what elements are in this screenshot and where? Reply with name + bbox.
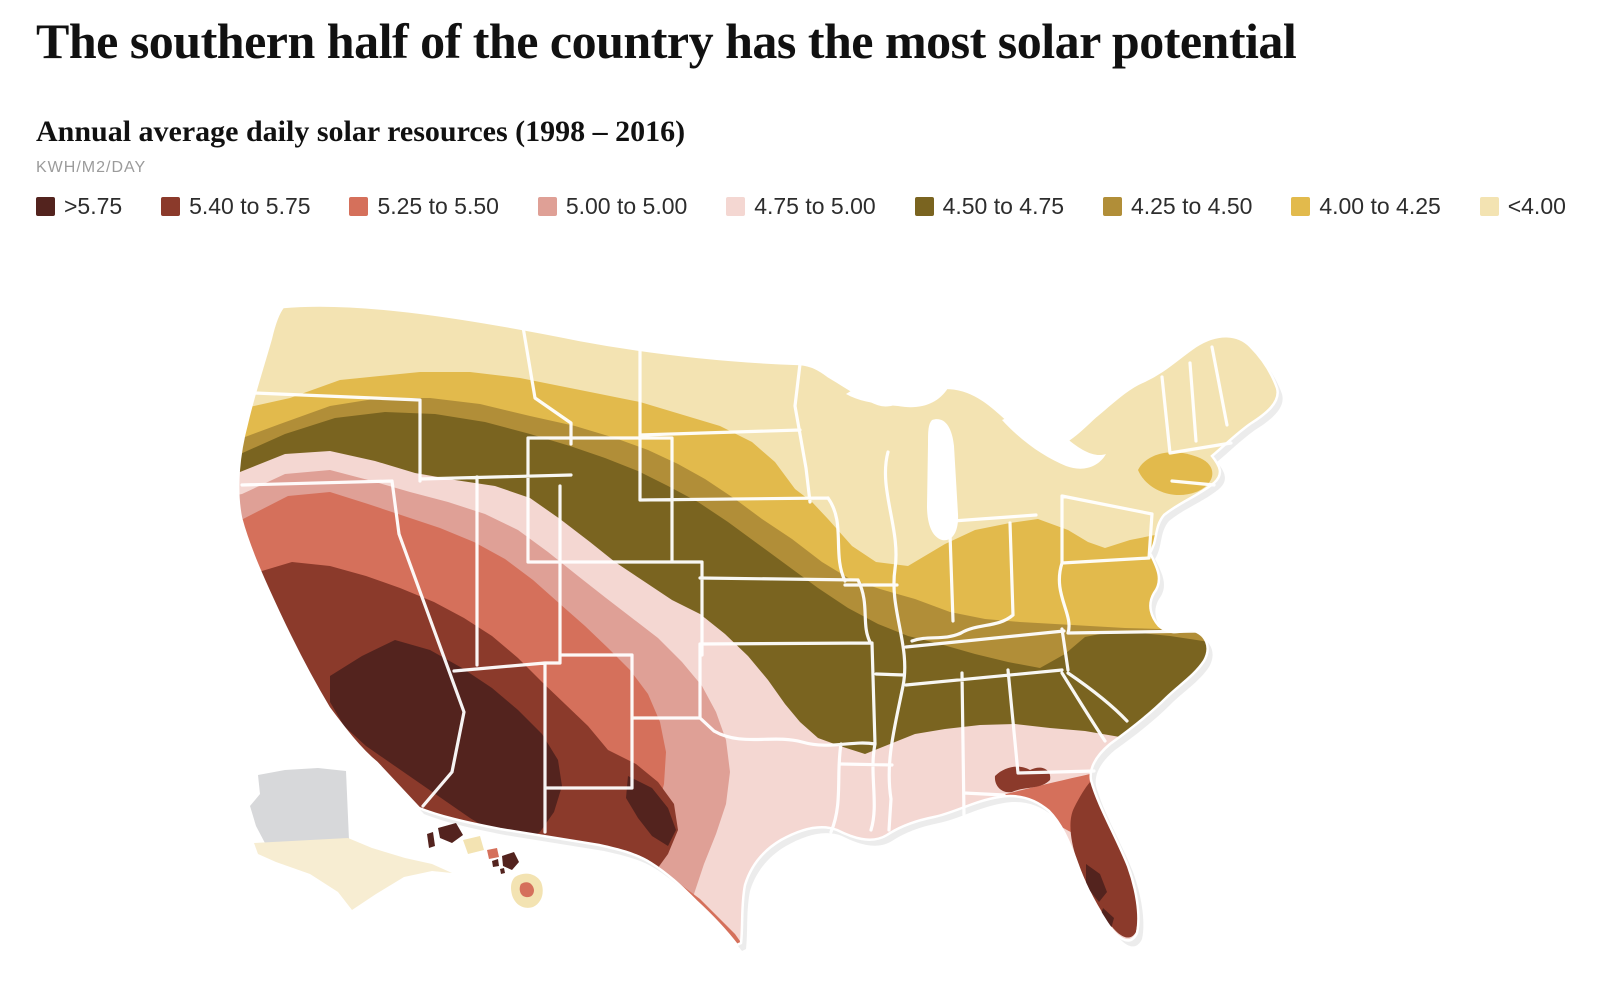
legend-swatch xyxy=(161,197,181,216)
us-solar-map xyxy=(0,220,1612,968)
hawaii-island-salmon xyxy=(487,848,499,859)
alaska-coast-band xyxy=(254,838,452,910)
unit-label: KWH/M2/DAY xyxy=(36,159,147,176)
lake-superior xyxy=(846,379,948,408)
hawaii-island-bar xyxy=(427,832,435,848)
legend-swatch xyxy=(1102,197,1122,216)
legend-item: 5.25 to 5.50 xyxy=(349,193,499,220)
legend-label: >5.75 xyxy=(64,193,123,219)
legend-swatch xyxy=(1291,197,1311,216)
hawaii-island-cream xyxy=(463,836,484,854)
legend-item: 5.00 to 5.00 xyxy=(537,193,688,220)
legend-label: 4.25 to 4.50 xyxy=(1130,193,1253,219)
legend-item: 4.50 to 4.75 xyxy=(914,193,1065,220)
legend-swatch xyxy=(1479,197,1499,216)
band-gt-5-75-bigbend xyxy=(626,776,676,846)
hawaii-inset xyxy=(427,823,543,908)
page-title: The southern half of the country has the… xyxy=(36,13,1297,69)
hawaii-big-island-salmon xyxy=(519,882,534,898)
legend-swatch xyxy=(349,197,369,216)
hawaii-island-maroon-sm xyxy=(492,859,499,867)
legend-item: 4.75 to 5.00 xyxy=(726,193,876,220)
state-borders xyxy=(240,313,1233,834)
legend-label: 4.75 to 5.00 xyxy=(754,193,876,219)
legend-swatch xyxy=(914,197,934,216)
band-gt-5-75-core xyxy=(330,640,562,846)
chart-subtitle: Annual average daily solar resources (19… xyxy=(36,115,686,148)
legend-item: 4.25 to 4.50 xyxy=(1102,193,1253,220)
legend-swatch xyxy=(537,197,557,216)
legend-item: 4.00 to 4.25 xyxy=(1291,193,1441,220)
florida-maroon-pocket-2 xyxy=(1099,908,1114,929)
legend-swatch xyxy=(726,197,746,216)
hawaii-island-maroon xyxy=(438,823,463,843)
lake-huron-erie xyxy=(1002,415,1106,469)
legend-swatch xyxy=(36,197,55,216)
legend-item: 5.40 to 5.75 xyxy=(161,193,311,220)
legend-label: 5.25 to 5.50 xyxy=(377,193,499,219)
hawaii-island-maroon-2 xyxy=(502,852,519,870)
us-map-svg xyxy=(236,304,1283,951)
alaska-inset xyxy=(250,768,452,910)
legend-label: 5.00 to 5.00 xyxy=(565,193,688,219)
legend-label: 4.00 to 4.25 xyxy=(1319,193,1441,219)
legend-item: >5.75 xyxy=(36,193,122,220)
hawaii-island-tiny xyxy=(500,868,505,874)
legend-item: <4.00 xyxy=(1479,193,1566,220)
legend-label: <4.00 xyxy=(1507,193,1566,219)
lake-michigan xyxy=(927,419,959,541)
legend: >5.75 5.40 to 5.75 5.25 to 5.50 5.00 to … xyxy=(36,193,1566,220)
alaska-gray xyxy=(250,768,349,845)
florida-brick xyxy=(1070,782,1138,938)
legend-label: 5.40 to 5.75 xyxy=(189,193,311,219)
legend-label: 4.50 to 4.75 xyxy=(942,193,1065,219)
florida-maroon-pocket xyxy=(1086,864,1107,902)
